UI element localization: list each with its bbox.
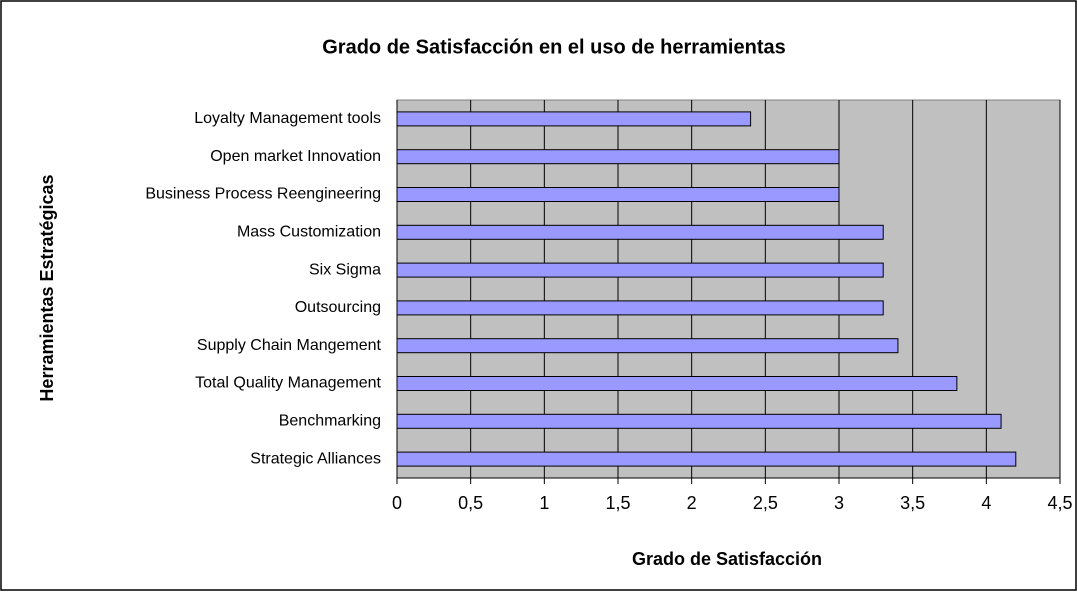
y-tick-label: Strategic Alliances [250, 450, 381, 467]
y-tick-label: Supply Chain Mangement [197, 337, 382, 354]
y-tick-label: Total Quality Management [195, 375, 381, 392]
bar [396, 300, 884, 316]
bar [396, 338, 899, 354]
bar [396, 376, 958, 391]
y-tick-label: Benchmarking [279, 413, 381, 430]
x-tick-label: 0,5 [458, 493, 483, 513]
y-tick-label: Mass Customization [237, 224, 381, 241]
y-tick-label: Six Sigma [309, 261, 381, 278]
x-tick-label: 3,5 [900, 493, 925, 513]
bar [396, 224, 884, 240]
x-tick-label: 2 [687, 493, 697, 513]
y-tick-label: Loyalty Management tools [194, 110, 381, 127]
x-tick-label: 0 [392, 493, 402, 513]
chart-title: Grado de Satisfacción en el uso de herra… [322, 36, 786, 58]
y-tick-label: Open market Innovation [210, 148, 381, 165]
x-tick-label: 1,5 [605, 493, 630, 513]
x-tick-label: 4 [981, 493, 991, 513]
x-tick-label: 2,5 [753, 493, 778, 513]
y-tick-label: Business Process Reengineering [145, 186, 381, 203]
y-tick-label: Outsourcing [295, 299, 381, 316]
x-tick-label: 4,5 [1047, 493, 1072, 513]
bar [396, 413, 1002, 429]
x-axis-label: Grado de Satisfacción [632, 549, 822, 569]
bar [396, 451, 1017, 467]
x-tick-label: 3 [834, 493, 844, 513]
bar [396, 187, 840, 202]
x-tick-label: 1 [539, 493, 549, 513]
bar [396, 149, 840, 165]
y-axis-label: Herramientas Estratégicas [37, 174, 57, 401]
bar [396, 262, 884, 278]
bar [396, 111, 752, 127]
